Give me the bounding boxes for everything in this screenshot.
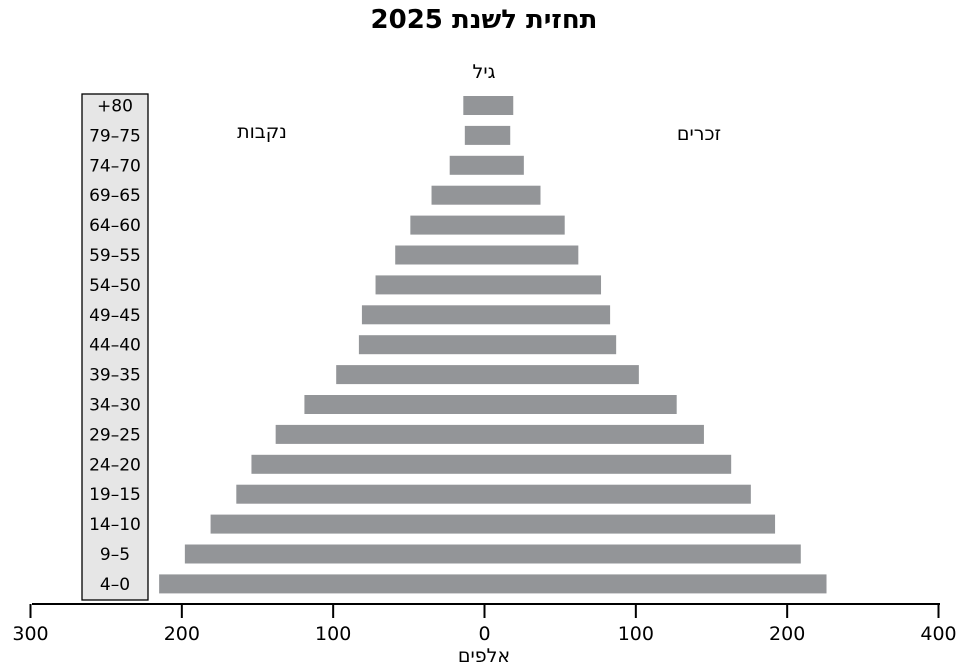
- x-tick-label-5: 200: [769, 623, 805, 645]
- age-group-label-4: 64–60: [89, 216, 141, 236]
- age-group-label-11: 29–25: [89, 425, 141, 445]
- x-tick-label-6: 400: [920, 623, 956, 645]
- male-group-label: זכרים: [677, 123, 721, 145]
- age-group-label-16: 4–0: [100, 575, 130, 595]
- male-bar-14: [484, 514, 776, 534]
- male-bar-2: [484, 155, 524, 175]
- age-group-label-15: 9–5: [100, 545, 130, 565]
- age-group-label-0: +80: [97, 97, 133, 117]
- male-bar-11: [484, 424, 704, 444]
- male-bar-1: [484, 125, 511, 145]
- female-bar-13: [236, 484, 485, 504]
- x-tick-label-2: 100: [315, 623, 351, 645]
- age-group-label-7: 49–45: [89, 306, 141, 326]
- age-group-label-12: 24–20: [89, 455, 141, 475]
- x-tick-label-1: 200: [164, 623, 200, 645]
- female-bar-9: [336, 365, 485, 385]
- age-axis-label: גיל: [473, 61, 496, 83]
- x-tick-label-4: 100: [618, 623, 654, 645]
- female-bar-16: [159, 574, 485, 594]
- female-bar-4: [410, 215, 485, 235]
- female-bar-0: [463, 96, 485, 115]
- female-bar-10: [304, 395, 485, 414]
- age-group-label-1: 79–75: [89, 126, 141, 146]
- female-bar-3: [431, 185, 485, 205]
- male-bar-3: [484, 185, 541, 205]
- male-bar-16: [484, 574, 827, 594]
- female-bar-7: [361, 305, 485, 325]
- bars-group: [159, 96, 827, 594]
- age-group-label-2: 74–70: [89, 156, 141, 176]
- female-bar-5: [395, 245, 485, 265]
- male-bar-9: [484, 365, 639, 385]
- male-bar-8: [484, 335, 617, 355]
- female-bar-14: [210, 514, 485, 534]
- female-bar-8: [358, 335, 485, 355]
- female-bar-11: [275, 424, 485, 444]
- chart-title: תחזית לשנת 2025: [371, 5, 598, 35]
- male-bar-5: [484, 245, 579, 265]
- age-group-label-3: 69–65: [89, 186, 141, 206]
- female-bar-6: [375, 275, 485, 295]
- female-bar-1: [464, 125, 485, 145]
- male-bar-15: [484, 544, 801, 564]
- x-axis-label: אלפים: [458, 645, 510, 667]
- female-bar-12: [251, 454, 485, 474]
- female-bar-2: [449, 155, 485, 175]
- age-group-label-14: 14–10: [89, 515, 141, 535]
- male-bar-10: [484, 395, 677, 414]
- female-group-label: נקבות: [237, 121, 287, 143]
- x-tick-label-3: 0: [478, 623, 490, 645]
- male-bar-7: [484, 305, 611, 325]
- age-group-box: [81, 93, 149, 601]
- age-group-label-8: 44–40: [89, 336, 141, 356]
- age-labels-group: +80 79–75 74–70 69–65 64–60 59–55 54–50 49–45 44…: [89, 97, 141, 595]
- male-bar-6: [484, 275, 602, 295]
- age-group-label-5: 59–55: [89, 246, 141, 266]
- male-bar-4: [484, 215, 565, 235]
- female-bar-15: [184, 544, 485, 564]
- age-group-label-13: 19–15: [89, 485, 141, 505]
- x-ticks-group: 300 200 100 0 100 200 400: [12, 604, 957, 645]
- age-group-label-9: 39–35: [89, 366, 141, 386]
- x-tick-label-0: 300: [12, 623, 48, 645]
- age-group-label-6: 54–50: [89, 276, 141, 296]
- male-bar-12: [484, 454, 732, 474]
- age-group-label-10: 34–30: [89, 396, 141, 416]
- male-bar-0: [484, 96, 514, 115]
- male-bar-13: [484, 484, 751, 504]
